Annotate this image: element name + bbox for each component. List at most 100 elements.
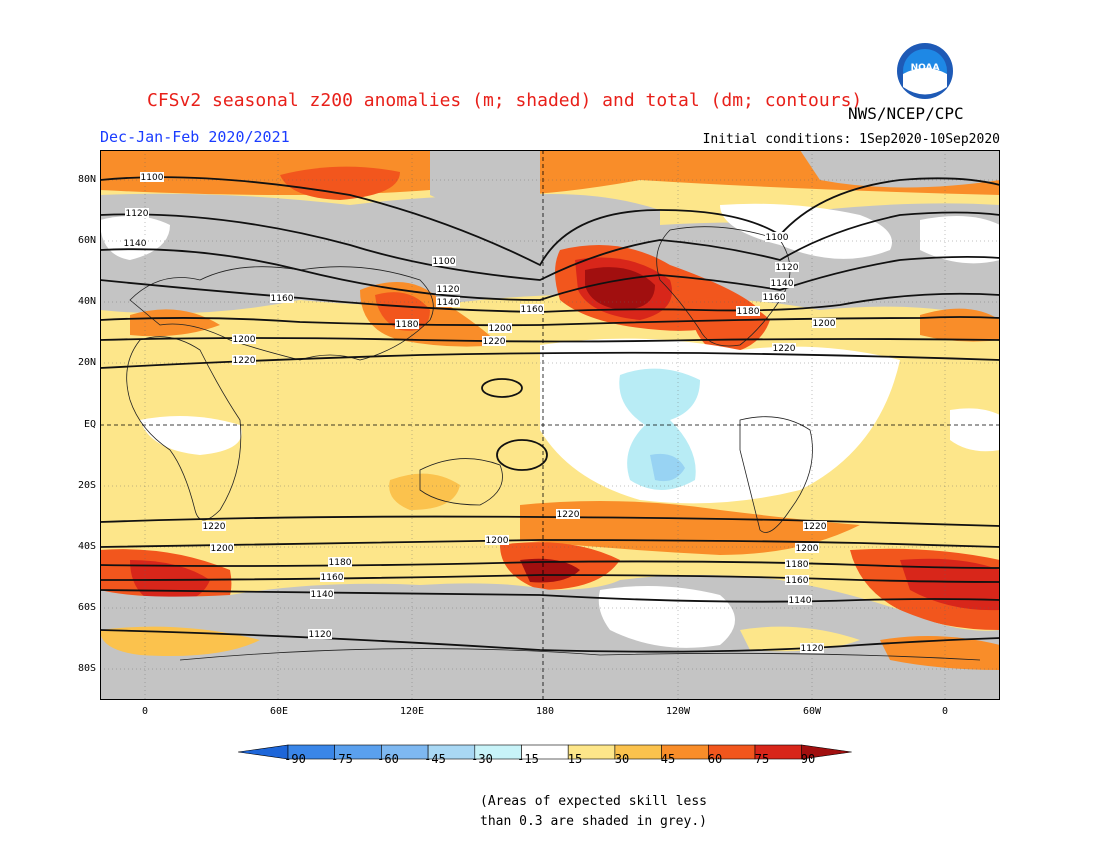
contour-south-1180 — [100, 560, 1000, 569]
contour-1100 — [100, 176, 1000, 267]
svg-text:1120: 1120 — [437, 285, 460, 295]
contour-label: 1220 — [803, 521, 827, 532]
svg-text:1220: 1220 — [804, 522, 827, 532]
svg-text:1220: 1220 — [557, 510, 580, 520]
colorbar-label: -90 — [284, 752, 306, 766]
contour-label: 1220 — [556, 509, 580, 520]
contour-label: 1200 — [210, 543, 234, 554]
colorbar-label: 90 — [800, 752, 816, 766]
antarctic-yellow-patch — [740, 626, 860, 652]
contour-1140 — [100, 248, 1000, 301]
lon-label-0: 0 — [141, 706, 149, 717]
lat-label-80n: 80N — [77, 174, 96, 185]
svg-text:1200: 1200 — [211, 544, 234, 554]
colorbar-label: -15 — [517, 752, 539, 766]
svg-text:1200: 1200 — [486, 536, 509, 546]
colorbar-label: 15 — [567, 752, 583, 766]
anomaly-map: 1100 1120 1140 1160 1180 1200 1220 1100 … — [100, 150, 1000, 700]
lon-label-180: 180 — [535, 706, 555, 717]
australia-outline — [419, 458, 503, 506]
south-indian-anomaly-core — [900, 558, 1000, 611]
initial-conditions-label: Initial conditions: 1Sep2020-10Sep2020 — [702, 132, 1000, 147]
lat-label-60s: 60S — [77, 602, 96, 613]
contour-label: 1220 — [202, 521, 226, 532]
svg-text:1180: 1180 — [737, 307, 760, 317]
contour-label: 1200 — [485, 535, 509, 546]
footnote-line-1: (Areas of expected skill less — [480, 794, 707, 809]
contour-label: 1100 — [765, 232, 789, 243]
contour-1160 — [100, 279, 1000, 313]
tropical-closed-contour-2 — [496, 439, 548, 471]
colorbar — [238, 744, 852, 760]
contour-label: 1160 — [520, 304, 544, 315]
colorbar-label: -45 — [424, 752, 446, 766]
lon-label-60w: 60W — [802, 706, 822, 717]
contour-label: 1160 — [785, 575, 809, 586]
contour-label: 1160 — [270, 293, 294, 304]
south-america-outline — [739, 416, 813, 533]
arctic-anomaly-core — [280, 166, 400, 200]
footnote: (Areas of expected skill less than 0.3 a… — [480, 792, 707, 832]
svg-text:1160: 1160 — [321, 573, 344, 583]
contour-label: 1100 — [140, 172, 164, 183]
svg-text:1180: 1180 — [786, 560, 809, 570]
contour-labels: 1100 1120 1140 1160 1180 1200 1220 1100 … — [123, 172, 836, 654]
contour-label: 1200 — [795, 543, 819, 554]
contour-south-1220 — [100, 515, 1000, 527]
contour-south-1160 — [100, 574, 1000, 583]
contour-label: 1140 — [123, 238, 147, 249]
pacific-negative-anomaly — [619, 368, 700, 490]
footnote-line-2: than 0.3 are shaded in grey.) — [480, 814, 707, 829]
colorbar-label: -75 — [331, 752, 353, 766]
contour-label: 1120 — [775, 262, 799, 273]
contour-1180 — [100, 316, 1000, 327]
antarctic-orange-patch-2 — [880, 636, 1000, 670]
svg-text:1200: 1200 — [489, 324, 512, 334]
svg-text:1100: 1100 — [141, 173, 164, 183]
lon-label-60e: 60E — [269, 706, 289, 717]
colorbar-label: 75 — [754, 752, 770, 766]
colorbar-arrow-right — [801, 744, 852, 760]
pacific-negative-anomaly-core — [650, 453, 685, 482]
svg-text:1140: 1140 — [771, 279, 794, 289]
svg-text:1200: 1200 — [796, 544, 819, 554]
svg-text:1220: 1220 — [773, 344, 796, 354]
lat-label-40n: 40N — [77, 296, 96, 307]
lat-label-80s: 80S — [77, 663, 96, 674]
north-white-patch — [720, 203, 892, 259]
svg-text:1120: 1120 — [126, 209, 149, 219]
lon-label-0-east: 0 — [941, 706, 949, 717]
contour-label: 1140 — [788, 595, 812, 606]
contour-label: 1100 — [432, 256, 456, 267]
lat-label-eq: EQ — [83, 419, 96, 430]
noaa-logo: NOAA — [897, 43, 953, 99]
contour-label: 1180 — [736, 306, 760, 317]
svg-text:1220: 1220 — [483, 337, 506, 347]
contour-south-1120 — [100, 629, 1000, 653]
svg-text:1200: 1200 — [233, 335, 256, 345]
lat-label-40s: 40S — [77, 541, 96, 552]
svg-text:1120: 1120 — [309, 630, 332, 640]
svg-text:1140: 1140 — [789, 596, 812, 606]
contour-1120 — [100, 211, 1000, 281]
lat-label-20s: 20S — [77, 480, 96, 491]
eurasia-outline — [129, 266, 434, 361]
contour-south-1200 — [100, 539, 1000, 548]
contour-label: 1140 — [436, 297, 460, 308]
contour-label: 1140 — [770, 278, 794, 289]
contour-label: 1180 — [328, 557, 352, 568]
svg-text:1160: 1160 — [763, 293, 786, 303]
north-white-patch-3 — [920, 216, 1000, 264]
svg-text:1100: 1100 — [433, 257, 456, 267]
colorbar-label: -60 — [377, 752, 399, 766]
contour-label: 1180 — [395, 319, 419, 330]
south-grey-band — [100, 575, 1000, 700]
season-label: Dec-Jan-Feb 2020/2021 — [100, 128, 290, 146]
colorbar-label: 30 — [614, 752, 630, 766]
svg-text:1140: 1140 — [124, 239, 147, 249]
colorbar-label: 45 — [660, 752, 676, 766]
contour-label: 1160 — [762, 292, 786, 303]
lat-label-60n: 60N — [77, 235, 96, 246]
svg-text:1160: 1160 — [271, 294, 294, 304]
contour-label: 1120 — [800, 643, 824, 654]
